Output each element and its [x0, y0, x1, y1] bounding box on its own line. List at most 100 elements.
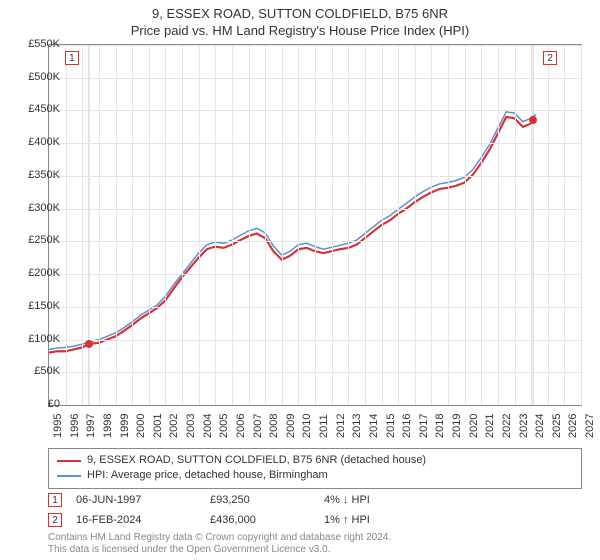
x-axis-label: 2011 — [318, 414, 330, 438]
gridline-v — [365, 45, 366, 405]
datapoint-row: 1 06-JUN-1997 £93,250 4% ↓ HPI — [48, 490, 582, 510]
gridline-v — [448, 45, 449, 405]
x-axis-label: 2014 — [368, 414, 380, 438]
datapoint-price-2: £436,000 — [210, 514, 310, 526]
gridline-v — [199, 45, 200, 405]
footer-text: Contains HM Land Registry data © Crown c… — [48, 532, 582, 556]
x-axis-label: 2017 — [418, 414, 430, 438]
gridline-v — [548, 45, 549, 405]
x-axis-label: 2007 — [252, 414, 264, 438]
marker-box-2: 2 — [543, 51, 557, 65]
x-axis-label: 2006 — [235, 414, 247, 438]
chart-container: 9, ESSEX ROAD, SUTTON COLDFIELD, B75 6NR… — [0, 0, 600, 560]
series-line-property-top — [49, 117, 533, 353]
x-axis-label: 2026 — [567, 414, 579, 438]
gridline-v — [415, 45, 416, 405]
gridline-v — [182, 45, 183, 405]
gridline-v — [249, 45, 250, 405]
datapoint-marker-2: 2 — [48, 513, 62, 527]
gridline-v — [99, 45, 100, 405]
x-axis-label: 2000 — [135, 414, 147, 438]
datapoint-table: 1 06-JUN-1997 £93,250 4% ↓ HPI 2 16-FEB-… — [48, 490, 582, 530]
x-axis-label: 1999 — [119, 414, 131, 438]
gridline-v — [581, 45, 582, 405]
legend-label-property: 9, ESSEX ROAD, SUTTON COLDFIELD, B75 6NR… — [87, 453, 426, 468]
marker-dot-1 — [85, 340, 93, 348]
y-axis-label: £500K — [5, 71, 60, 83]
datapoint-date-1: 06-JUN-1997 — [76, 494, 196, 506]
datapoint-row: 2 16-FEB-2024 £436,000 1% ↑ HPI — [48, 510, 582, 530]
y-axis-label: £50K — [5, 365, 60, 377]
gridline-v — [515, 45, 516, 405]
x-axis-label: 2020 — [468, 414, 480, 438]
datapoint-date-2: 16-FEB-2024 — [76, 514, 196, 526]
x-axis-label: 2027 — [584, 414, 596, 438]
x-axis-label: 2003 — [185, 414, 197, 438]
gridline-v — [165, 45, 166, 405]
y-axis-label: £100K — [5, 333, 60, 345]
gridline-v — [332, 45, 333, 405]
title-line-1: 9, ESSEX ROAD, SUTTON COLDFIELD, B75 6NR — [0, 6, 600, 23]
datapoint-delta-2: 1% ↑ HPI — [324, 514, 424, 526]
gridline-v — [82, 45, 83, 405]
gridline-v — [282, 45, 283, 405]
gridline-v — [149, 45, 150, 405]
gridline-v — [265, 45, 266, 405]
gridline-v — [298, 45, 299, 405]
gridline-v — [66, 45, 67, 405]
x-axis-label: 2004 — [202, 414, 214, 438]
gridline-v — [232, 45, 233, 405]
x-axis-label: 2025 — [551, 414, 563, 438]
title-block: 9, ESSEX ROAD, SUTTON COLDFIELD, B75 6NR… — [0, 0, 600, 40]
marker-dot-2 — [529, 116, 537, 124]
legend-row-hpi: HPI: Average price, detached house, Birm… — [57, 468, 573, 483]
x-axis-label: 2013 — [351, 414, 363, 438]
gridline-v — [132, 45, 133, 405]
x-axis-label: 2005 — [218, 414, 230, 438]
gridline-v — [465, 45, 466, 405]
y-axis-label: £450K — [5, 103, 60, 115]
x-axis-label: 2015 — [385, 414, 397, 438]
legend-row-property: 9, ESSEX ROAD, SUTTON COLDFIELD, B75 6NR… — [57, 453, 573, 468]
x-axis-label: 2021 — [484, 414, 496, 438]
y-axis-label: £400K — [5, 136, 60, 148]
y-axis-label: £250K — [5, 234, 60, 246]
x-axis-label: 2001 — [152, 414, 164, 438]
x-axis-label: 2016 — [401, 414, 413, 438]
title-line-2: Price paid vs. HM Land Registry's House … — [0, 23, 600, 40]
x-axis-label: 1998 — [102, 414, 114, 438]
gridline-v — [431, 45, 432, 405]
gridline-v — [564, 45, 565, 405]
legend-swatch-property — [57, 460, 81, 462]
gridline-v — [481, 45, 482, 405]
x-axis-label: 2023 — [518, 414, 530, 438]
datapoint-delta-1: 4% ↓ HPI — [324, 494, 424, 506]
marker-box-1: 1 — [65, 51, 79, 65]
x-axis-label: 2012 — [335, 414, 347, 438]
x-axis-label: 2018 — [434, 414, 446, 438]
legend-swatch-hpi — [57, 475, 81, 477]
x-axis-label: 2019 — [451, 414, 463, 438]
legend-box: 9, ESSEX ROAD, SUTTON COLDFIELD, B75 6NR… — [48, 448, 582, 489]
gridline-v — [398, 45, 399, 405]
gridline-v — [116, 45, 117, 405]
x-axis-label: 1996 — [69, 414, 81, 438]
x-axis-label: 1995 — [52, 414, 64, 438]
datapoint-price-1: £93,250 — [210, 494, 310, 506]
footer-line-1: Contains HM Land Registry data © Crown c… — [48, 532, 582, 544]
x-axis-label: 2022 — [501, 414, 513, 438]
x-axis-label: 2009 — [285, 414, 297, 438]
gridline-v — [348, 45, 349, 405]
legend-label-hpi: HPI: Average price, detached house, Birm… — [87, 468, 328, 483]
y-axis-label: £300K — [5, 202, 60, 214]
y-axis-label: £350K — [5, 169, 60, 181]
gridline-v — [531, 45, 532, 405]
datapoint-marker-1: 1 — [48, 493, 62, 507]
y-axis-label: £550K — [5, 38, 60, 50]
footer-line-2: This data is licensed under the Open Gov… — [48, 544, 582, 556]
x-axis-label: 2024 — [534, 414, 546, 438]
x-axis-label: 1997 — [85, 414, 97, 438]
x-axis-label: 2010 — [301, 414, 313, 438]
x-axis-label: 2008 — [268, 414, 280, 438]
chart-plot-area: 12 — [48, 44, 582, 406]
